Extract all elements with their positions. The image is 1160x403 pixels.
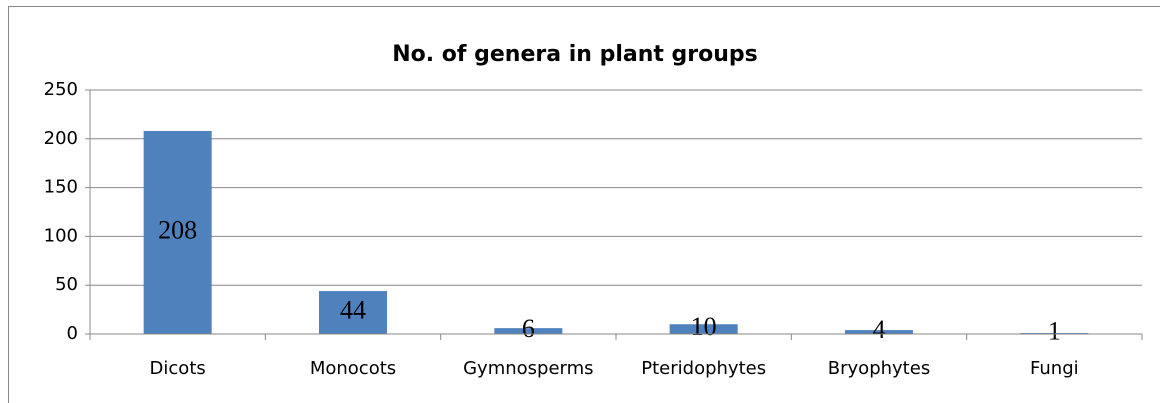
data-label: 44 xyxy=(340,295,366,324)
data-label: 4 xyxy=(873,315,886,344)
chart-title: No. of genera in plant groups xyxy=(392,42,758,67)
x-tick-label: Gymnosperms xyxy=(463,358,593,379)
data-label: 10 xyxy=(691,312,717,341)
x-tick-label: Dicots xyxy=(150,358,206,379)
y-tick-label: 200 xyxy=(44,128,78,149)
x-tick-label: Monocots xyxy=(310,358,396,379)
bar xyxy=(143,130,212,334)
bar xyxy=(494,328,563,334)
bar xyxy=(845,330,913,334)
data-label: 1 xyxy=(1048,316,1061,345)
y-tick-label: 50 xyxy=(55,274,78,295)
x-tick-label: Fungi xyxy=(1030,358,1079,379)
y-tick-label: 0 xyxy=(67,323,78,344)
bar xyxy=(669,324,738,334)
y-tick-label: 100 xyxy=(44,225,78,246)
x-tick-label: Bryophytes xyxy=(828,358,930,379)
data-label: 6 xyxy=(522,314,535,343)
bar xyxy=(319,291,387,334)
x-tick-label: Pteridophytes xyxy=(641,358,766,379)
data-label: 208 xyxy=(158,215,197,244)
y-tick-label: 150 xyxy=(44,177,78,198)
y-tick-label: 250 xyxy=(44,79,78,100)
